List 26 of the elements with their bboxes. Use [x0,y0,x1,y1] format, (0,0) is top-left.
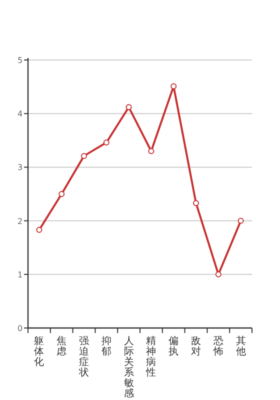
x-tick-label: 抑郁 [101,335,112,358]
point [148,148,154,154]
x-tick-label: 恐怖 [212,336,224,358]
point [193,200,199,206]
x-tick-label: 焦虑 [56,335,67,358]
x-tick-label: 偏执 [168,335,179,358]
point [81,152,87,159]
x-tick-label: 其他 [236,335,246,358]
y-tick-label: 3 [17,163,23,172]
point [36,226,42,233]
x-tick-label: 敌对 [191,336,201,358]
point [170,83,177,90]
y-tick-label: 5 [17,56,23,65]
y-tick-label: 0 [17,324,23,333]
y-tick-label: 2 [17,216,23,226]
x-tick-label: 精神病性 [145,335,156,378]
x-tick-label: 强迫症状 [78,336,89,378]
y-tick-label: 4 [17,110,23,119]
point [215,271,222,278]
point [58,191,65,197]
y-tick-label: 1 [17,270,23,280]
point [238,218,244,224]
x-tick-label: 躯体化 [34,336,44,368]
point [103,140,110,146]
x-tick-label: 人际关系敏感 [124,336,134,400]
point [126,104,132,110]
